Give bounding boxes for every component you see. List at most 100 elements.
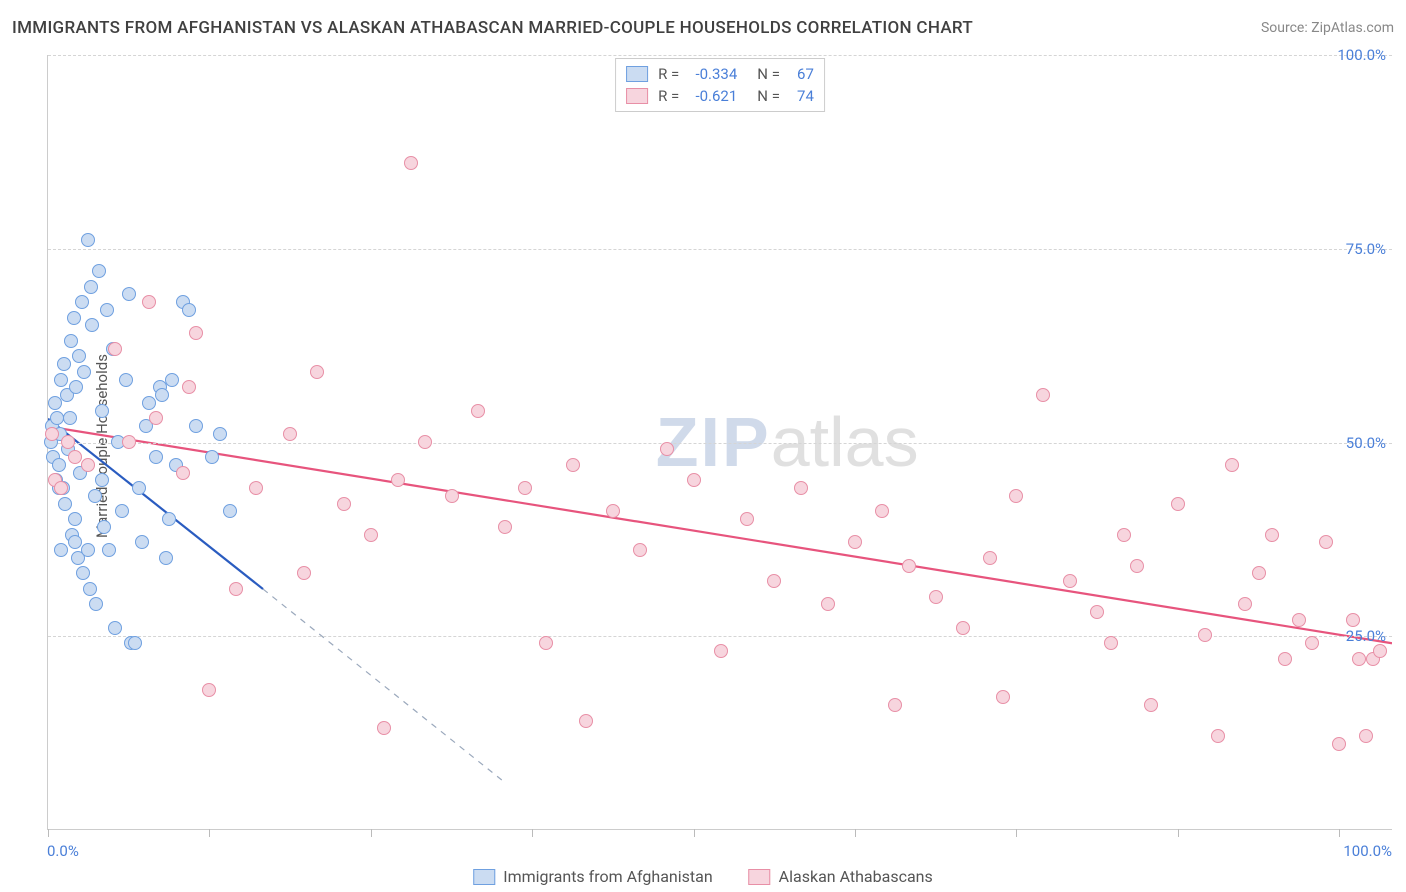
scatter-point-afghanistan — [44, 435, 58, 449]
scatter-point-athabascan — [122, 435, 136, 449]
scatter-point-afghanistan — [139, 419, 153, 433]
scatter-point-afghanistan — [149, 450, 163, 464]
gridline — [48, 636, 1392, 637]
scatter-point-athabascan — [1252, 566, 1266, 580]
scatter-point-afghanistan — [45, 419, 59, 433]
scatter-point-afghanistan — [81, 543, 95, 557]
scatter-point-afghanistan — [69, 380, 83, 394]
scatter-point-afghanistan — [68, 512, 82, 526]
scatter-point-athabascan — [888, 698, 902, 712]
scatter-point-afghanistan — [68, 535, 82, 549]
scatter-point-athabascan — [714, 644, 728, 658]
scatter-point-athabascan — [1117, 528, 1131, 542]
x-tick — [694, 829, 695, 837]
scatter-point-afghanistan — [52, 458, 66, 472]
scatter-point-athabascan — [848, 535, 862, 549]
scatter-point-afghanistan — [81, 233, 95, 247]
scatter-point-athabascan — [1009, 489, 1023, 503]
scatter-point-afghanistan — [71, 551, 85, 565]
scatter-point-afghanistan — [102, 543, 116, 557]
scatter-point-athabascan — [1352, 652, 1366, 666]
scatter-point-athabascan — [929, 590, 943, 604]
scatter-point-afghanistan — [176, 295, 190, 309]
scatter-point-athabascan — [1104, 636, 1118, 650]
scatter-point-afghanistan — [155, 388, 169, 402]
scatter-point-athabascan — [1036, 388, 1050, 402]
x-tick — [1339, 829, 1340, 837]
scatter-point-athabascan — [794, 481, 808, 495]
scatter-point-athabascan — [61, 435, 75, 449]
scatter-point-afghanistan — [92, 264, 106, 278]
scatter-point-afghanistan — [72, 349, 86, 363]
scatter-point-afghanistan — [132, 481, 146, 495]
x-min-label: 0.0% — [47, 842, 79, 860]
scatter-point-athabascan — [418, 435, 432, 449]
scatter-point-afghanistan — [124, 636, 138, 650]
scatter-point-afghanistan — [111, 435, 125, 449]
swatch-afghanistan — [473, 869, 495, 885]
x-tick — [1016, 829, 1017, 837]
correlation-scatter-chart: ZIPatlas R = -0.334 N = 67 R = -0.621 N … — [47, 55, 1392, 830]
r-label: R = — [658, 85, 679, 107]
source-attribution: Source: ZipAtlas.com — [1261, 20, 1394, 36]
legend-item-afghanistan: Immigrants from Afghanistan — [473, 867, 712, 886]
x-tick — [209, 829, 210, 837]
scatter-point-athabascan — [404, 156, 418, 170]
scatter-point-athabascan — [81, 458, 95, 472]
scatter-point-athabascan — [1238, 597, 1252, 611]
scatter-point-athabascan — [1225, 458, 1239, 472]
scatter-point-afghanistan — [89, 597, 103, 611]
scatter-point-afghanistan — [95, 473, 109, 487]
scatter-point-athabascan — [108, 342, 122, 356]
scatter-point-afghanistan — [106, 342, 120, 356]
scatter-point-athabascan — [182, 380, 196, 394]
scatter-point-afghanistan — [142, 396, 156, 410]
scatter-point-athabascan — [149, 411, 163, 425]
scatter-point-athabascan — [1171, 497, 1185, 511]
scatter-point-afghanistan — [119, 373, 133, 387]
stats-legend: R = -0.334 N = 67 R = -0.621 N = 74 — [615, 58, 825, 112]
scatter-point-athabascan — [189, 326, 203, 340]
legend-item-athabascan: Alaskan Athabascans — [749, 867, 933, 886]
y-tick-label: 100.0% — [1337, 46, 1386, 64]
scatter-point-athabascan — [1063, 574, 1077, 588]
scatter-point-athabascan — [983, 551, 997, 565]
x-tick — [48, 829, 49, 837]
r-value-athabascan: -0.621 — [685, 85, 737, 107]
scatter-point-athabascan — [498, 520, 512, 534]
scatter-point-athabascan — [391, 473, 405, 487]
scatter-point-afghanistan — [97, 520, 111, 534]
scatter-point-athabascan — [1265, 528, 1279, 542]
scatter-point-afghanistan — [48, 396, 62, 410]
scatter-point-athabascan — [821, 597, 835, 611]
chart-title: IMMIGRANTS FROM AFGHANISTAN VS ALASKAN A… — [12, 18, 973, 38]
scatter-point-afghanistan — [153, 380, 167, 394]
scatter-point-afghanistan — [165, 373, 179, 387]
scatter-point-afghanistan — [128, 636, 142, 650]
n-label: N = — [757, 85, 780, 107]
scatter-point-athabascan — [1130, 559, 1144, 573]
scatter-point-afghanistan — [54, 373, 68, 387]
scatter-point-afghanistan — [162, 512, 176, 526]
scatter-point-afghanistan — [52, 481, 66, 495]
scatter-point-afghanistan — [57, 357, 71, 371]
swatch-afghanistan — [626, 66, 648, 82]
scatter-point-afghanistan — [75, 295, 89, 309]
scatter-point-athabascan — [566, 458, 580, 472]
legend-label: Immigrants from Afghanistan — [503, 867, 712, 886]
scatter-point-athabascan — [518, 481, 532, 495]
scatter-point-athabascan — [1366, 652, 1380, 666]
x-tick — [855, 829, 856, 837]
x-tick — [532, 829, 533, 837]
gridline — [48, 443, 1392, 444]
scatter-point-athabascan — [687, 473, 701, 487]
scatter-point-afghanistan — [205, 450, 219, 464]
scatter-point-athabascan — [337, 497, 351, 511]
scatter-point-athabascan — [229, 582, 243, 596]
swatch-athabascan — [626, 88, 648, 104]
scatter-point-afghanistan — [53, 427, 67, 441]
scatter-point-athabascan — [539, 636, 553, 650]
scatter-point-afghanistan — [88, 489, 102, 503]
scatter-point-athabascan — [1305, 636, 1319, 650]
scatter-point-athabascan — [202, 683, 216, 697]
